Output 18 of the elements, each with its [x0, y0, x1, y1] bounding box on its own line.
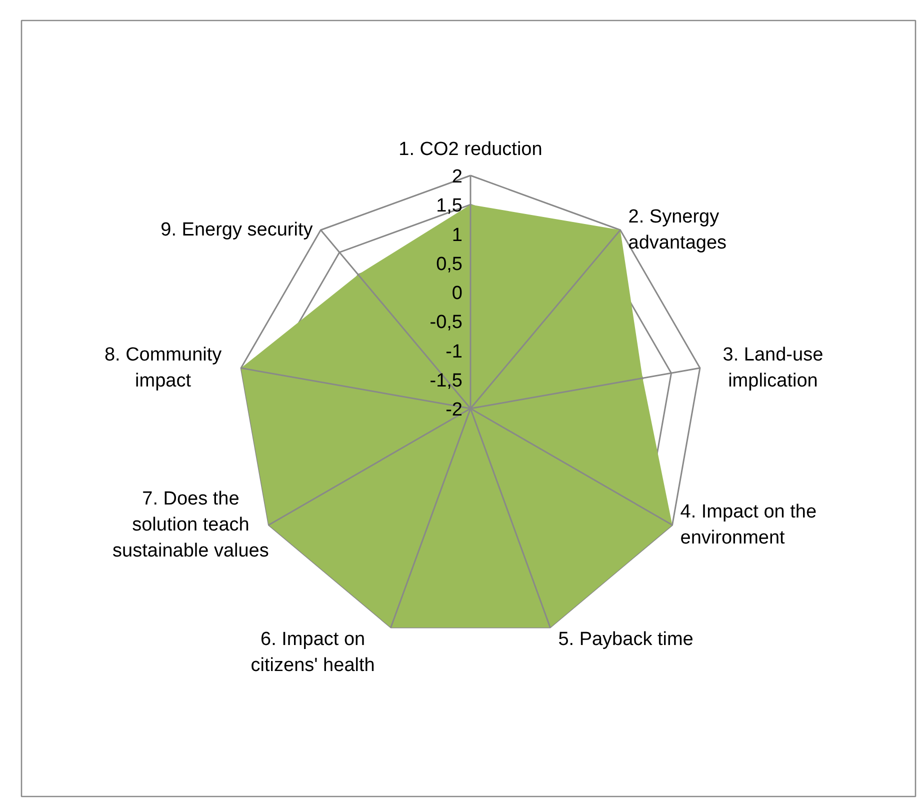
spoke-label: 1. CO2 reduction	[398, 139, 542, 160]
spoke-label: 9. Energy security	[160, 220, 314, 241]
spoke-label: 2. Synergy advantages	[628, 206, 727, 254]
y-tick-label: -2	[446, 400, 463, 420]
y-tick-label: 1	[452, 224, 463, 246]
y-tick-label: 1,5	[436, 196, 463, 217]
y-tick-label: -1,5	[430, 370, 463, 392]
y-tick-label: 0,5	[436, 254, 463, 275]
y-tick-label: 0	[452, 283, 463, 304]
spoke-label: 3. Land-use implication	[722, 344, 824, 392]
spoke-label: 7. Does the solution teach sustainable values	[112, 488, 269, 562]
y-tick-label: -1	[446, 341, 463, 362]
spoke-label: 8. Community impact	[104, 344, 222, 392]
y-tick-label: -0,5	[430, 312, 463, 334]
spoke-label: 6. Impact on citizens' health	[250, 628, 375, 676]
spoke-label: 5. Payback time	[558, 628, 694, 650]
spoke-label: 4. Impact on the environment	[680, 502, 817, 548]
y-tick-label: 2	[452, 166, 463, 188]
